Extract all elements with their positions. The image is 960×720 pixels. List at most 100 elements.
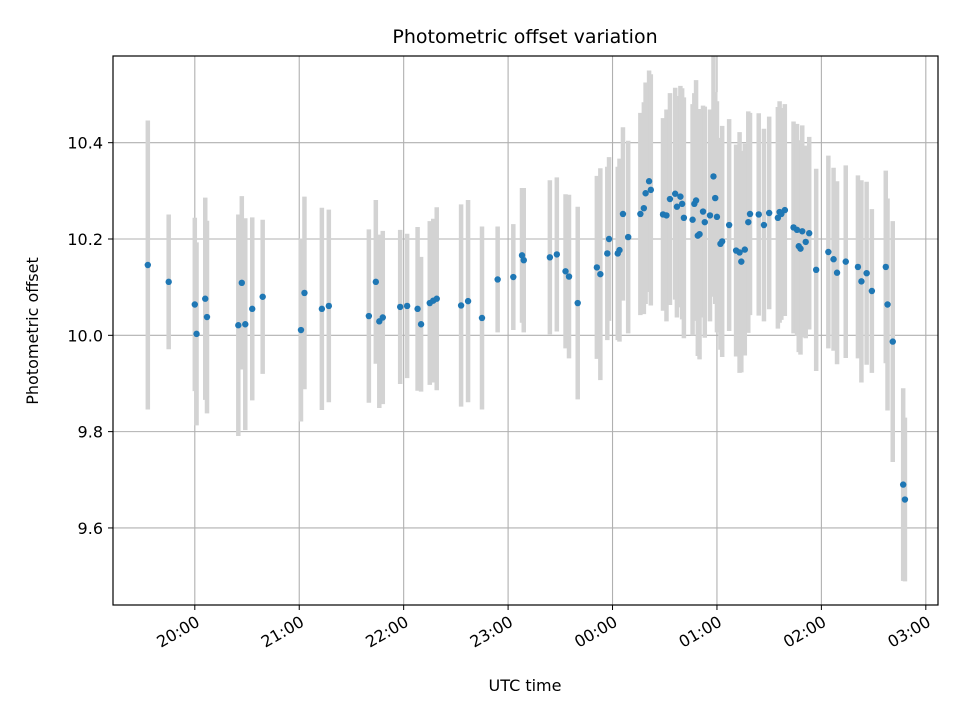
data-point (144, 261, 152, 269)
data-point (645, 178, 653, 185)
data-point (738, 258, 745, 265)
data-point (830, 256, 837, 263)
data-point (604, 250, 611, 257)
y-tick-label: 10.2 (67, 230, 103, 249)
data-point (520, 256, 527, 264)
data-point (553, 251, 561, 258)
data-point (710, 173, 717, 180)
data-point (889, 338, 896, 345)
data-point (741, 246, 749, 253)
data-point (637, 210, 644, 218)
data-point (802, 238, 809, 246)
data-point (242, 321, 249, 328)
data-point (191, 301, 199, 308)
data-point (701, 218, 708, 226)
data-point (699, 208, 707, 215)
data-point (755, 211, 762, 218)
data-point (863, 269, 870, 277)
data-point (318, 305, 326, 313)
data-point (597, 270, 604, 278)
data-point (565, 273, 573, 280)
data-point (433, 295, 440, 302)
x-axis-label: UTC time (489, 676, 562, 695)
data-point (745, 218, 752, 226)
data-point (235, 322, 242, 329)
data-point (510, 273, 517, 281)
data-point (806, 230, 813, 237)
data-point (365, 312, 373, 320)
data-point (546, 254, 554, 261)
data-point (379, 314, 386, 321)
data-point (414, 305, 421, 313)
data-point (825, 248, 832, 256)
chart-title: Photometric offset variation (392, 26, 657, 48)
data-point (760, 221, 768, 229)
data-point (677, 193, 684, 200)
data-point (165, 278, 172, 286)
data-point (640, 204, 648, 212)
data-point (202, 295, 209, 302)
data-point (673, 203, 681, 210)
data-point (403, 302, 411, 310)
data-point (812, 266, 820, 274)
data-point (663, 212, 670, 219)
data-point (249, 305, 256, 313)
data-point (259, 293, 266, 300)
data-point (696, 230, 703, 238)
data-point (842, 258, 849, 265)
data-point (562, 268, 569, 275)
point-layer (144, 173, 909, 503)
data-point (736, 249, 743, 256)
data-point (301, 289, 308, 297)
data-point (624, 233, 632, 241)
data-point (882, 263, 889, 271)
data-point (464, 297, 472, 305)
data-point (765, 209, 773, 217)
data-point (619, 210, 627, 218)
data-point (901, 496, 909, 503)
data-point (666, 195, 674, 203)
y-tick-label: 10.0 (67, 326, 103, 345)
data-point (799, 228, 806, 235)
data-point (593, 264, 601, 271)
data-point (325, 302, 333, 310)
data-point (746, 210, 754, 218)
data-point (647, 186, 655, 194)
data-point (793, 226, 801, 234)
data-point (457, 302, 465, 309)
data-point (417, 321, 425, 328)
data-point (494, 276, 501, 283)
data-point (713, 213, 721, 221)
data-point (689, 216, 696, 223)
data-point (797, 245, 804, 252)
plot-frame (112, 55, 939, 606)
y-tick-label: 9.6 (78, 519, 103, 538)
y-tick-label: 10.4 (67, 134, 103, 153)
data-point (372, 278, 380, 286)
data-point (692, 197, 700, 204)
data-point (712, 194, 719, 202)
data-point (642, 190, 649, 197)
data-point (518, 252, 526, 259)
data-point (899, 481, 907, 488)
data-point (671, 190, 679, 197)
data-point (706, 212, 714, 219)
data-point (725, 221, 733, 229)
data-point (833, 269, 841, 276)
data-point (478, 314, 486, 322)
data-point (605, 235, 613, 243)
data-point (297, 326, 305, 334)
data-point (396, 303, 404, 311)
data-point (616, 246, 623, 254)
data-point (884, 301, 891, 308)
data-point (193, 330, 200, 338)
data-point (868, 287, 876, 295)
data-point (718, 238, 726, 245)
data-point (678, 200, 686, 208)
data-point (858, 278, 865, 285)
y-tick-label: 9.8 (78, 423, 103, 442)
data-point (574, 299, 581, 307)
data-point (238, 279, 245, 287)
